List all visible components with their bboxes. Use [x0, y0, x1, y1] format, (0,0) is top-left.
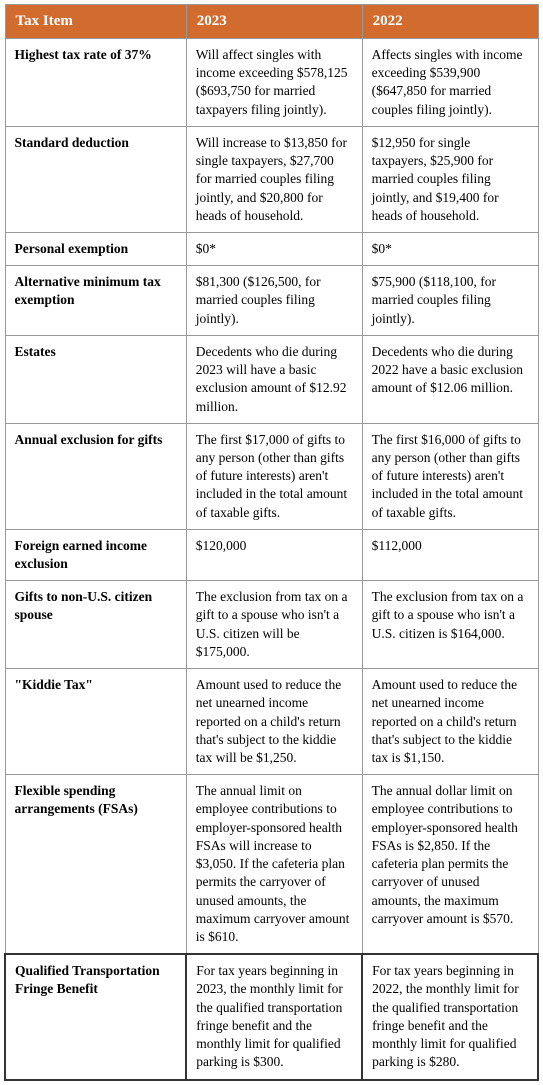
row-label: Alternative minimum tax exemption	[5, 266, 186, 336]
table-row: Personal exemption $0* $0*	[5, 232, 538, 265]
row-label: Standard deduction	[5, 126, 186, 232]
row-2023: $120,000	[186, 529, 362, 580]
row-label: Gifts to non-U.S. citizen spouse	[5, 581, 186, 669]
table-row: Standard deduction Will increase to $13,…	[5, 126, 538, 232]
col-header-tax-item: Tax Item	[5, 5, 186, 39]
col-header-2023: 2023	[186, 5, 362, 39]
table-row: Flexible spending arrangements (FSAs) Th…	[5, 775, 538, 954]
row-2022: Amount used to reduce the net unearned i…	[362, 669, 538, 775]
table-row: Gifts to non-U.S. citizen spouse The exc…	[5, 581, 538, 669]
row-label: Highest tax rate of 37%	[5, 39, 186, 127]
row-2022: $112,000	[362, 529, 538, 580]
row-2022: For tax years beginning in 2022, the mon…	[362, 954, 538, 1079]
row-2022: Affects singles with income exceeding $5…	[362, 39, 538, 127]
row-label: Estates	[5, 335, 186, 423]
row-2023: Will affect singles with income exceedin…	[186, 39, 362, 127]
table-row: Annual exclusion for gifts The first $17…	[5, 423, 538, 529]
row-label: "Kiddie Tax"	[5, 669, 186, 775]
row-2023: The exclusion from tax on a gift to a sp…	[186, 581, 362, 669]
row-2023: Decedents who die during 2023 will have …	[186, 335, 362, 423]
row-2023: $81,300 ($126,500, for married couples f…	[186, 266, 362, 336]
table-row: Highest tax rate of 37% Will affect sing…	[5, 39, 538, 127]
table-row: Alternative minimum tax exemption $81,30…	[5, 266, 538, 336]
table-row: "Kiddie Tax" Amount used to reduce the n…	[5, 669, 538, 775]
row-2023: For tax years beginning in 2023, the mon…	[186, 954, 362, 1079]
row-label: Qualified Transportation Fringe Benefit	[5, 954, 186, 1079]
col-header-2022: 2022	[362, 5, 538, 39]
row-2022: The annual dollar limit on employee cont…	[362, 775, 538, 954]
row-2022: The exclusion from tax on a gift to a sp…	[362, 581, 538, 669]
table-header-row: Tax Item 2023 2022	[5, 5, 538, 39]
row-label: Foreign earned income exclusion	[5, 529, 186, 580]
table-body: Highest tax rate of 37% Will affect sing…	[5, 39, 538, 1080]
row-2022: The first $16,000 of gifts to any person…	[362, 423, 538, 529]
table-row: Estates Decedents who die during 2023 wi…	[5, 335, 538, 423]
row-2023: $0*	[186, 232, 362, 265]
row-2023: The annual limit on employee contributio…	[186, 775, 362, 954]
table-row: Foreign earned income exclusion $120,000…	[5, 529, 538, 580]
table-row: Qualified Transportation Fringe Benefit …	[5, 954, 538, 1079]
row-2023: Will increase to $13,850 for single taxp…	[186, 126, 362, 232]
row-label: Annual exclusion for gifts	[5, 423, 186, 529]
row-label: Flexible spending arrangements (FSAs)	[5, 775, 186, 954]
row-2023: The first $17,000 of gifts to any person…	[186, 423, 362, 529]
row-label: Personal exemption	[5, 232, 186, 265]
row-2022: Decedents who die during 2022 have a bas…	[362, 335, 538, 423]
row-2022: $12,950 for single taxpayers, $25,900 fo…	[362, 126, 538, 232]
row-2022: $75,900 ($118,100, for married couples f…	[362, 266, 538, 336]
row-2022: $0*	[362, 232, 538, 265]
row-2023: Amount used to reduce the net unearned i…	[186, 669, 362, 775]
tax-comparison-table: Tax Item 2023 2022 Highest tax rate of 3…	[4, 4, 539, 1081]
